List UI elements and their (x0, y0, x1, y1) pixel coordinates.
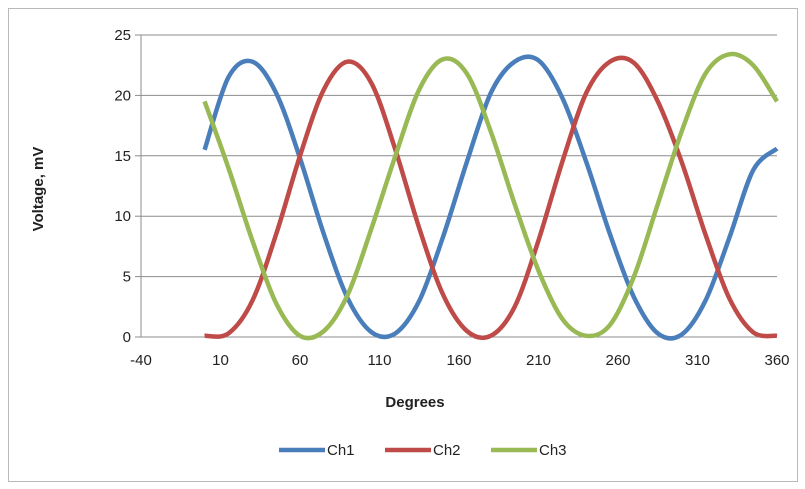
y-tick-label: 25 (114, 27, 131, 44)
x-tick-label: -40 (130, 352, 152, 369)
series-line-ch2 (204, 55, 778, 341)
series-line-ch3 (202, 51, 779, 341)
x-tick-label: 10 (212, 352, 229, 369)
x-tick-label: 310 (685, 352, 710, 369)
legend-label: Ch2 (433, 442, 461, 459)
axes (135, 34, 777, 338)
tick-labels: 0 5 10 15 20 25 -40 10 60 110 160 210 260 310 360 (114, 27, 789, 369)
x-tick-label: 110 (368, 352, 392, 369)
x-tick-label: 160 (446, 352, 471, 369)
chart-frame: 0 5 10 15 20 25 -40 10 60 110 160 210 260 310 360 Volt… (8, 8, 798, 482)
legend: Ch1 Ch2 Ch3 (279, 442, 567, 459)
series-lines (202, 51, 779, 341)
y-tick-label: 10 (114, 208, 131, 225)
legend-label: Ch1 (327, 442, 355, 459)
y-tick-label: 0 (123, 329, 131, 346)
legend-item-ch1: Ch1 (279, 442, 355, 459)
gridlines (141, 34, 777, 278)
legend-item-ch3: Ch3 (491, 442, 567, 459)
legend-label: Ch3 (539, 442, 567, 459)
x-tick-label: 60 (292, 352, 309, 369)
y-tick-label: 20 (114, 87, 131, 104)
line-chart: 0 5 10 15 20 25 -40 10 60 110 160 210 260 310 360 Volt… (30, 27, 790, 459)
y-tick-label: 15 (114, 148, 131, 165)
x-tick-label: 210 (526, 352, 551, 369)
y-tick-label: 5 (123, 269, 131, 286)
x-tick-label: 260 (605, 352, 630, 369)
x-tick-label: 360 (764, 352, 789, 369)
y-axis-label: Voltage, mV (30, 147, 47, 232)
x-axis-label: Degrees (385, 394, 444, 411)
legend-item-ch2: Ch2 (385, 442, 461, 459)
